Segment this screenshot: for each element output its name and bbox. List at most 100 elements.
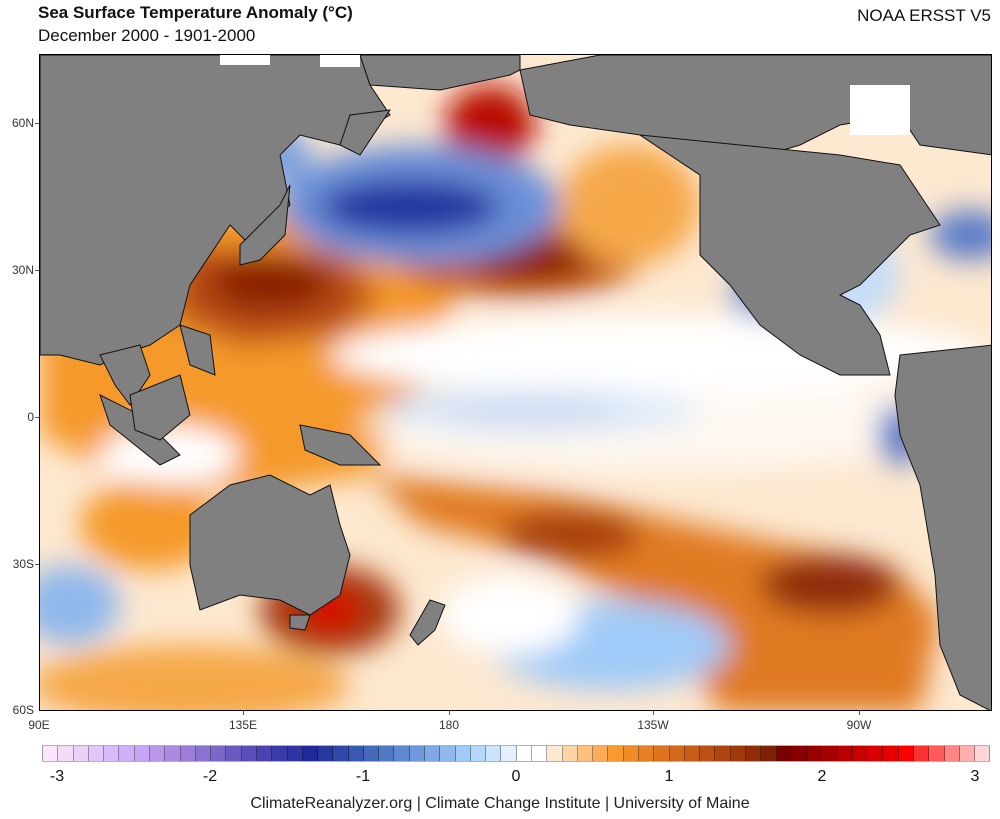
land-borneo (129, 374, 191, 441)
colorbar-swatch (318, 746, 334, 761)
warm-anomaly-alaska (445, 85, 535, 165)
colorbar-swatch (440, 746, 456, 761)
colorbar-swatch (532, 746, 548, 761)
colorbar-swatch (302, 746, 319, 761)
colorbar-swatch (761, 746, 777, 761)
colorbar-label: 3 (970, 768, 980, 785)
colorbar-swatch (791, 746, 808, 761)
colorbar-swatch (700, 746, 716, 761)
warm-anomaly-indian-south (80, 480, 220, 570)
colorbar-swatch (272, 746, 288, 761)
colorbar-swatch (715, 746, 731, 761)
warm-anomaly-southern-band (40, 645, 350, 710)
colorbar-swatch (730, 746, 746, 761)
land-philippines (179, 324, 216, 376)
colorbar-swatch (119, 746, 135, 761)
land-australia (189, 474, 351, 616)
land-new-zealand (409, 599, 446, 646)
lon-tick (243, 711, 244, 715)
colorbar-swatch (363, 746, 380, 761)
colorbar-swatch (959, 746, 976, 761)
colorbar-label: -1 (355, 768, 371, 785)
colorbar-swatch (608, 746, 624, 761)
colorbar-swatch (516, 746, 532, 761)
lon-label-135w: 135W (637, 718, 669, 732)
dataset-label: NOAA ERSST V5 (857, 6, 991, 25)
lon-tick (859, 711, 860, 715)
colorbar-swatch (180, 746, 196, 761)
colorbar-swatch (501, 746, 517, 761)
colorbar-swatch (149, 746, 166, 761)
colorbar-swatch (837, 746, 853, 761)
colorbar-swatch (593, 746, 609, 761)
chart-subtitle: December 2000 - 1901-2000 (38, 26, 256, 45)
colorbar-swatch (929, 746, 945, 761)
colorbar-swatch (73, 746, 89, 761)
land-indochina (99, 344, 151, 406)
land-tasmania (289, 614, 311, 631)
chart-title: Sea Surface Temperature Anomaly (°C) (38, 3, 353, 22)
colorbar-swatch (88, 746, 105, 761)
colorbar-swatch (852, 746, 869, 761)
lon-label-90w: 90W (846, 718, 872, 732)
lat-tick (35, 564, 39, 565)
colorbar-swatch (883, 746, 899, 761)
cold-anomaly-north-pacific-core (320, 179, 500, 235)
colorbar-label: 1 (664, 768, 674, 785)
warm-anomaly-southeast-core (760, 555, 900, 615)
map-canvas (40, 55, 991, 710)
colorbar-label: -3 (49, 768, 65, 785)
lon-tick (653, 711, 654, 715)
colorbar-swatch (547, 746, 563, 761)
colorbar-label: 0 (511, 768, 521, 785)
colorbar-swatch (195, 746, 212, 761)
lat-label-0: 0 (27, 410, 34, 424)
lon-tick (449, 711, 450, 715)
neutral-band-equator (360, 380, 960, 470)
lat-tick (35, 417, 39, 418)
lat-label-30n: 30N (11, 263, 34, 277)
land-japan (239, 184, 291, 266)
colorbar-label: -2 (202, 768, 218, 785)
colorbar-swatch (470, 746, 487, 761)
lat-label-30s: 30S (12, 557, 34, 571)
lat-tick (35, 123, 39, 124)
colorbar-label: 2 (817, 768, 827, 785)
colorbar-swatch (425, 746, 441, 761)
colorbar-swatch (333, 746, 349, 761)
colorbar-swatch (165, 746, 181, 761)
colorbar-swatch (134, 746, 150, 761)
colorbar-swatch (654, 746, 670, 761)
colorbar-swatch (256, 746, 273, 761)
colorbar-swatch (379, 746, 395, 761)
colorbar-swatch (944, 746, 960, 761)
colorbar-swatch (394, 746, 410, 761)
colorbar-swatch (669, 746, 685, 761)
colorbar-swatch (562, 746, 578, 761)
colorbar-swatch (486, 746, 502, 761)
lon-label-180: 180 (438, 718, 460, 732)
warm-anomaly-spcz-core (500, 510, 640, 560)
colorbar-swatch (623, 746, 639, 761)
lon-label-90e: 90E (28, 718, 50, 732)
neutral-southern (440, 575, 580, 655)
colorbar-swatch (868, 746, 884, 761)
colorbar-swatch (914, 746, 930, 761)
colorbar-swatch (638, 746, 655, 761)
lon-label-135e: 135E (228, 718, 258, 732)
land-north-america (639, 134, 941, 376)
lat-tick (35, 270, 39, 271)
colorbar-swatch (577, 746, 594, 761)
colorbar-swatch (42, 746, 59, 761)
colorbar-swatch (807, 746, 823, 761)
colorbar-swatch (822, 746, 838, 761)
colorbar-swatch (241, 746, 257, 761)
colorbar-swatch (104, 746, 120, 761)
cold-anomaly-south-indian (40, 565, 120, 645)
colorbar-swatch (745, 746, 762, 761)
colorbar-swatch (211, 746, 227, 761)
colorbar-swatch (409, 746, 426, 761)
warm-anomaly-japan-core (210, 255, 330, 311)
lat-label-60n: 60N (11, 116, 34, 130)
land-south-america (894, 344, 991, 710)
